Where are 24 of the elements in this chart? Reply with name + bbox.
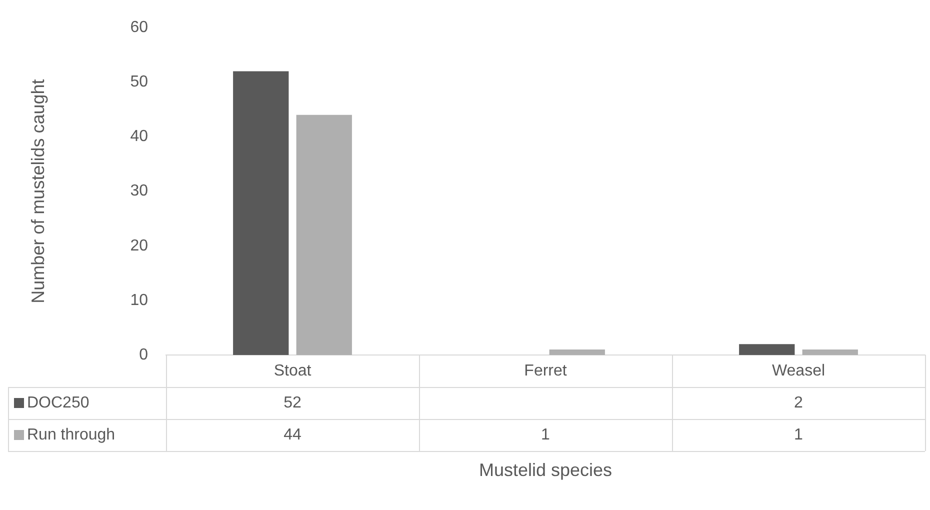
y-tick-label: 60 [130, 19, 148, 36]
bar [739, 344, 795, 355]
y-tick-label: 30 [130, 182, 148, 200]
bar [296, 114, 352, 355]
legend-label: Run through [27, 426, 116, 444]
x-axis-title: Mustelid species [478, 460, 612, 480]
x-tick-label: Weasel [772, 362, 826, 380]
data-label: 1 [794, 426, 804, 444]
y-tick-label: 0 [139, 346, 148, 364]
data-label: 2 [794, 394, 804, 412]
data-label: 44 [284, 426, 302, 444]
y-tick-label: 50 [130, 74, 148, 91]
y-axis-title: Number of mustelids caught [28, 79, 48, 304]
x-tick-label: Ferret [524, 362, 568, 380]
legend-label: DOC250 [27, 394, 90, 412]
data-label: 52 [284, 394, 302, 412]
x-tick-label: Stoat [274, 362, 312, 380]
data-label: 1 [541, 426, 550, 444]
y-tick-label: 20 [130, 237, 148, 254]
y-tick-label: 10 [130, 292, 148, 309]
bar [802, 350, 858, 355]
bar [233, 71, 289, 355]
y-tick-label: 40 [130, 128, 148, 146]
bar [549, 350, 605, 355]
